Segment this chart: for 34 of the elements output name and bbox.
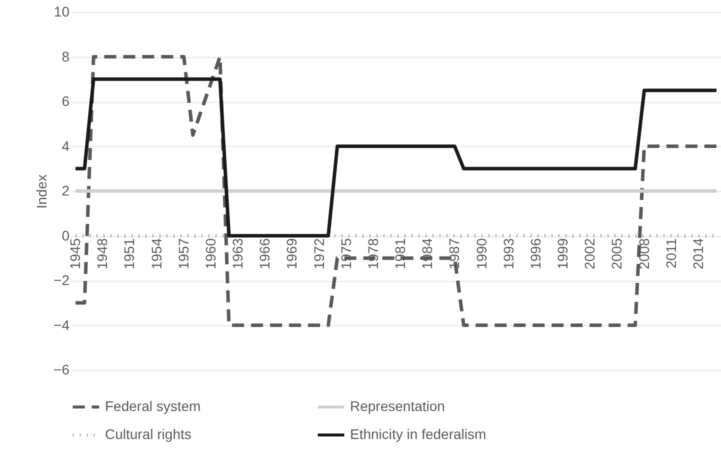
x-tick-label: 1990 xyxy=(473,238,490,270)
x-tick-label: 2005 xyxy=(608,238,625,270)
x-tick-label: 1963 xyxy=(230,238,246,270)
x-tick-label: 1996 xyxy=(527,238,544,270)
y-tick-label: 2 xyxy=(62,182,70,198)
y-tick-label: 10 xyxy=(54,4,70,20)
x-tick-label: 1954 xyxy=(148,238,164,270)
x-tick-label: 1966 xyxy=(256,238,273,270)
x-tick-label: 1993 xyxy=(500,238,516,270)
y-tick-label: 8 xyxy=(62,48,70,64)
x-tick-label: 1951 xyxy=(121,238,138,270)
y-axis-title: Index xyxy=(34,174,50,209)
legend-label: Cultural rights xyxy=(105,426,192,442)
legend-label: Representation xyxy=(350,398,445,414)
x-tick-label: 1969 xyxy=(284,238,300,270)
y-tick-label: −2 xyxy=(54,272,70,288)
x-tick-label: 1960 xyxy=(202,238,218,270)
x-tick-label: 1999 xyxy=(554,238,571,270)
y-tick-label: 4 xyxy=(62,138,70,154)
y-tick-label: −6 xyxy=(54,362,70,378)
x-tick-label: 2014 xyxy=(690,238,706,270)
legend-label: Ethnicity in federalism xyxy=(350,426,486,442)
x-tick-label: 1972 xyxy=(310,238,327,270)
x-tick-label: 1945 xyxy=(67,238,84,270)
x-tick-label: 1948 xyxy=(94,238,110,270)
y-tick-label: 6 xyxy=(62,93,70,109)
line-series xyxy=(74,77,718,238)
y-tick-label: 0 xyxy=(62,227,70,244)
x-tick-label: 2002 xyxy=(582,238,598,270)
y-tick-label: −4 xyxy=(54,316,70,333)
legend-label: Federal system xyxy=(105,398,201,414)
x-tick-label: 2011 xyxy=(662,238,679,268)
x-tick-label: 1981 xyxy=(392,238,408,270)
x-tick-label: 1957 xyxy=(175,238,192,270)
